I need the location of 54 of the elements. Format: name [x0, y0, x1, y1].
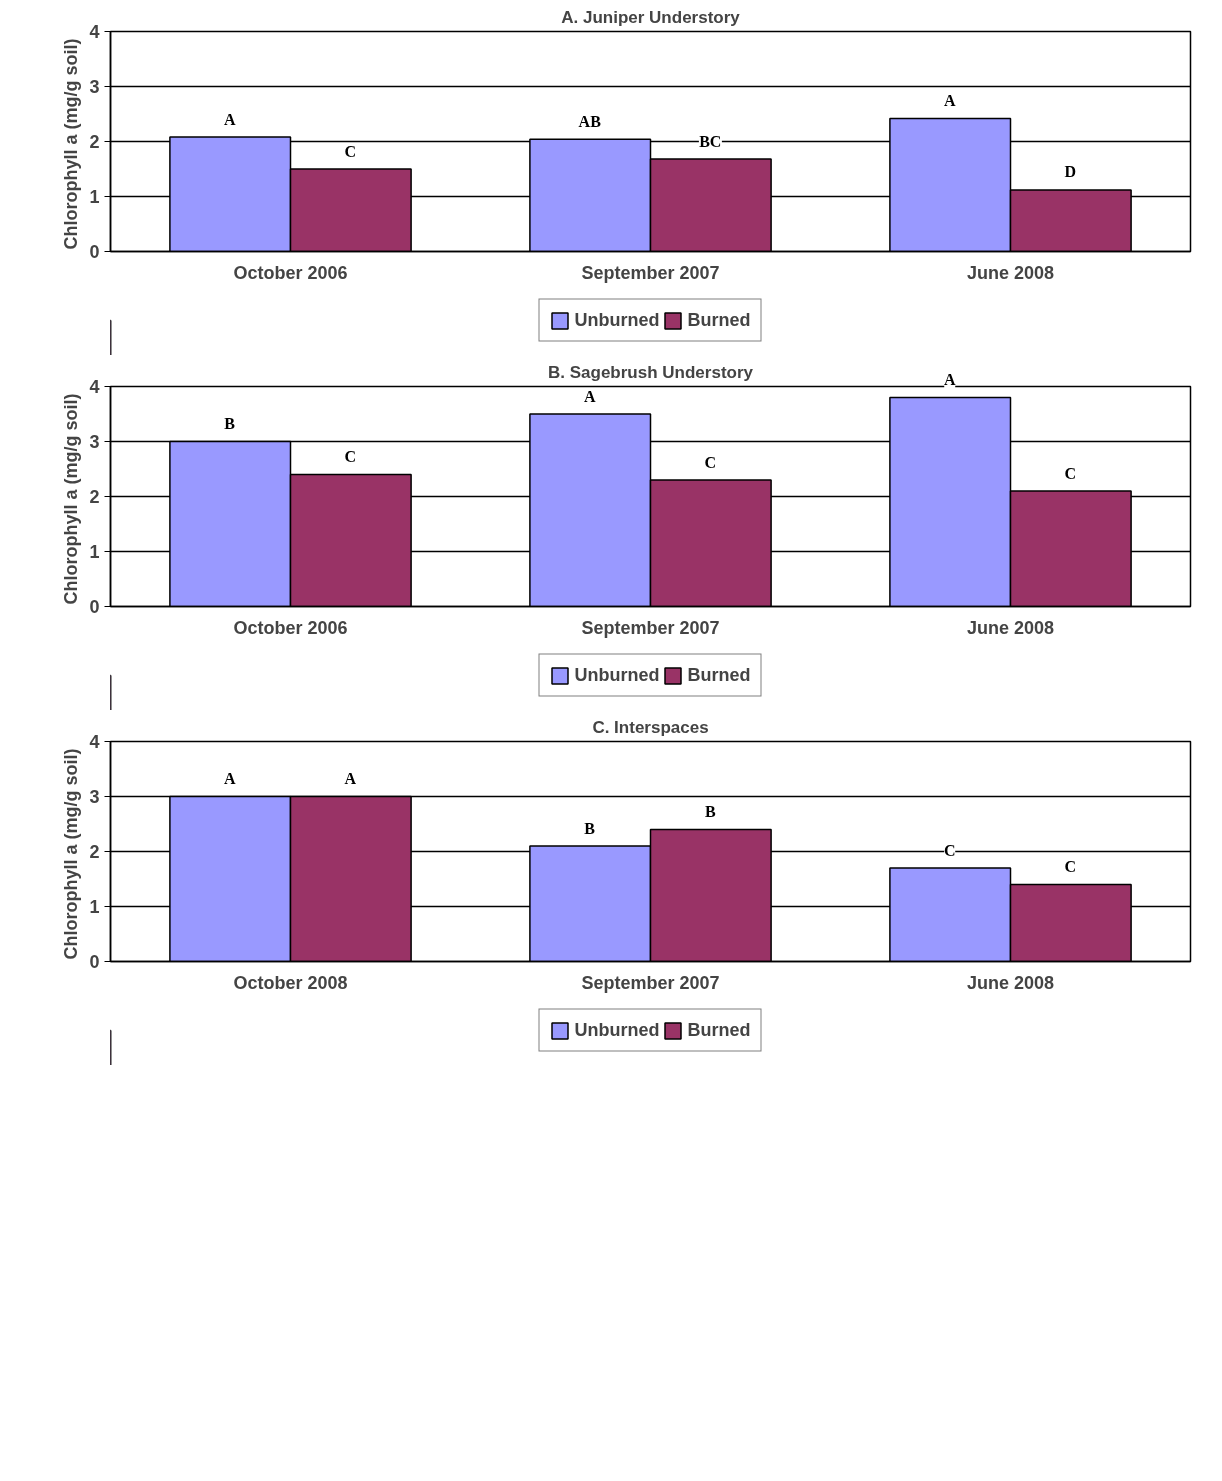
- y-axis-title: Chlorophyll a (mg/g soil): [61, 393, 82, 605]
- y-tick-label: 4: [89, 22, 100, 42]
- chart-title: B. Sagebrush Understory: [548, 362, 754, 382]
- data-label: D: [1064, 163, 1077, 182]
- data-label: C: [1064, 464, 1077, 483]
- data-label: B: [224, 415, 236, 433]
- y-tick-label: 1: [89, 897, 100, 917]
- data-label: C: [344, 448, 357, 466]
- y-tick-label: 0: [89, 952, 100, 972]
- data-label: C: [1064, 858, 1077, 876]
- x-tick-label: October 2008: [233, 972, 348, 993]
- data-label: A: [583, 387, 596, 406]
- legend-label: Burned: [687, 309, 751, 331]
- y-tick-label: 2: [89, 842, 100, 862]
- chart-title: C. Interspaces: [592, 717, 709, 737]
- y-axis-title: Chlorophyll a (mg/g soil): [61, 38, 82, 250]
- x-tick-label: September 2007: [581, 972, 720, 993]
- data-label: BC: [699, 132, 722, 151]
- y-tick-label: 4: [89, 377, 100, 397]
- legend-label: Burned: [687, 1019, 751, 1041]
- legend-label: Unburned: [574, 1019, 660, 1041]
- data-label: A: [943, 371, 956, 389]
- data-label: A: [943, 91, 956, 110]
- x-tick-label: October 2006: [233, 617, 348, 638]
- y-tick-label: 3: [89, 77, 100, 97]
- y-tick-label: 0: [89, 597, 100, 617]
- chart-title: A. Juniper Understory: [561, 7, 741, 27]
- y-tick-label: 1: [89, 187, 100, 207]
- y-tick-label: 2: [89, 132, 100, 152]
- x-tick-label: June 2008: [966, 617, 1055, 638]
- data-label: C: [704, 453, 717, 472]
- data-label: A: [223, 110, 236, 129]
- x-tick-label: September 2007: [581, 262, 720, 283]
- legend-label: Unburned: [574, 309, 660, 331]
- y-axis-title: Chlorophyll a (mg/g soil): [61, 748, 82, 960]
- x-tick-label: September 2007: [581, 617, 720, 638]
- y-tick-label: 3: [89, 787, 100, 807]
- legend-label: Unburned: [574, 664, 660, 686]
- data-label: B: [704, 803, 716, 821]
- data-label: A: [344, 770, 357, 788]
- x-tick-label: June 2008: [966, 262, 1055, 283]
- data-label: AB: [578, 112, 601, 131]
- y-tick-label: 3: [89, 432, 100, 452]
- y-tick-label: 4: [89, 732, 100, 752]
- data-label: C: [344, 142, 357, 161]
- y-tick-label: 1: [89, 542, 100, 562]
- data-label: B: [584, 819, 596, 838]
- legend-label: Burned: [687, 664, 751, 686]
- y-tick-label: 0: [89, 242, 100, 262]
- data-label: A: [223, 770, 236, 788]
- x-tick-label: June 2008: [966, 972, 1055, 993]
- x-tick-label: October 2006: [233, 262, 348, 283]
- data-label: C: [943, 841, 956, 860]
- y-tick-label: 2: [89, 487, 100, 507]
